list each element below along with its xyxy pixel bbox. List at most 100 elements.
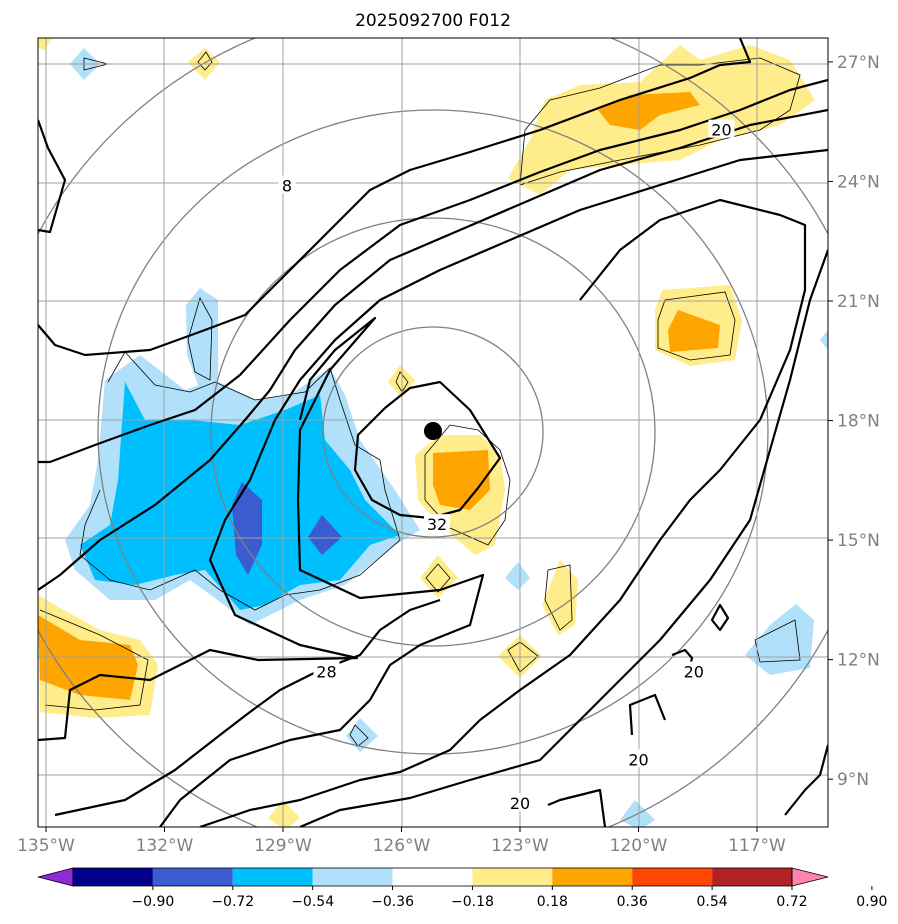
contour-label-bg bbox=[507, 793, 533, 812]
colorbar-tick-label: 0.36 bbox=[617, 894, 648, 910]
negative-anomaly-strong-2 bbox=[308, 515, 342, 555]
lat-tick-label: 24°N bbox=[837, 172, 880, 192]
contour-label-bg bbox=[625, 749, 652, 768]
lon-tick-label: 117°W bbox=[728, 836, 786, 856]
anomaly-outline-dot-5 bbox=[507, 641, 539, 673]
colorbar-bin bbox=[712, 868, 792, 886]
colorbar-bin bbox=[552, 868, 633, 886]
lat-tick-label: 27°N bbox=[837, 53, 880, 73]
lon-tick-label: 126°W bbox=[373, 836, 431, 856]
contour-east-arc bbox=[199, 198, 807, 827]
longitude-axis: 135°W 132°W 129°W 126°W 123°W 120°W 117°W bbox=[17, 827, 786, 856]
colorbar-frame bbox=[72, 867, 793, 887]
colorbar-bin bbox=[73, 868, 153, 886]
map-layers bbox=[38, 38, 828, 827]
anomaly-outline-west bbox=[79, 351, 401, 611]
colorbar-tick-label: −0.36 bbox=[371, 894, 414, 910]
contour-label-bg bbox=[680, 661, 707, 680]
wind-speed-contours bbox=[38, 38, 828, 827]
storm-center-marker bbox=[424, 422, 442, 440]
contour-label: 8 bbox=[282, 176, 292, 195]
gray-contour-3 bbox=[97, 109, 769, 755]
lon-tick-label: 132°W bbox=[136, 836, 194, 856]
colorbar-tick-label: −0.54 bbox=[291, 894, 334, 910]
colorbar-tick-label: 0.18 bbox=[537, 894, 568, 910]
contour-bottom-hook bbox=[547, 788, 607, 827]
contour-32-core bbox=[353, 380, 502, 520]
contour-southeast-outer bbox=[299, 249, 828, 827]
contour-label-bg bbox=[278, 175, 296, 194]
contour-label: 32 bbox=[427, 515, 447, 534]
colorbar-bin bbox=[632, 868, 713, 886]
contour-southwest-arc bbox=[54, 598, 441, 817]
anomaly-outline-dot-6 bbox=[754, 619, 801, 663]
gray-contour-1 bbox=[322, 326, 544, 538]
colorbar-extend-max bbox=[791, 867, 829, 887]
negative-anomaly-strong-1 bbox=[232, 482, 262, 575]
anomaly-outline-band bbox=[187, 296, 213, 381]
anomaly-outlines bbox=[39, 51, 801, 747]
lat-tick-label: 12°N bbox=[837, 651, 880, 671]
colorbar-tick-label: −0.90 bbox=[131, 894, 174, 910]
contour-northwest bbox=[38, 119, 67, 234]
contour-8-arc bbox=[38, 38, 752, 357]
lat-tick-label: 15°N bbox=[837, 531, 880, 551]
gray-circle-contours bbox=[38, 38, 828, 827]
positive-anomaly-east-orange bbox=[668, 310, 720, 352]
colorbar-bin bbox=[152, 868, 233, 886]
contour-28-ring bbox=[159, 316, 485, 827]
anomaly-outline-east bbox=[657, 291, 736, 361]
colorbar-tick-label: 0.72 bbox=[776, 894, 807, 910]
lat-tick-label: 18°N bbox=[837, 412, 880, 432]
colorbar-tick-label: 0.90 bbox=[856, 894, 887, 910]
negative-anomaly-edge bbox=[820, 330, 828, 350]
contour-label: 20 bbox=[628, 750, 648, 769]
gridlines bbox=[38, 38, 828, 827]
lat-tick-label: 21°N bbox=[837, 292, 880, 312]
anomaly-outline-southwest bbox=[39, 609, 149, 711]
contour-label-bg bbox=[708, 119, 735, 138]
contour-label: 20 bbox=[711, 121, 731, 140]
contour-band-3 bbox=[38, 148, 828, 742]
negative-anomaly-band bbox=[186, 288, 218, 390]
positive-anomaly-core-orange bbox=[433, 450, 490, 510]
positive-anomaly-corner bbox=[38, 38, 52, 50]
contour-label-bg bbox=[313, 661, 340, 680]
positive-anomaly-northeast-orange bbox=[598, 92, 700, 130]
map-title: 2025092700 F012 bbox=[355, 11, 511, 31]
lon-tick-label: 123°W bbox=[491, 836, 549, 856]
anomaly-outline-dot-4 bbox=[544, 564, 573, 631]
contour-label: 20 bbox=[684, 663, 704, 682]
contour-small-20 bbox=[628, 693, 667, 736]
contour-band-2 bbox=[38, 108, 828, 591]
colorbar-bin bbox=[312, 868, 393, 886]
lon-tick-label: 135°W bbox=[17, 836, 75, 856]
colorbar-bin bbox=[232, 868, 313, 886]
colorbar: −0.90 −0.72 −0.54 −0.36 −0.18 0.18 0.36 0.54 0.7… bbox=[37, 867, 887, 910]
colorbar-tick-label: −0.72 bbox=[211, 894, 254, 910]
anomaly-outline-northeast bbox=[519, 57, 801, 186]
positive-anomaly-northeast-light bbox=[508, 45, 815, 195]
colorbar-bin bbox=[392, 868, 473, 886]
contour-label: 20 bbox=[510, 794, 530, 813]
colorbar-tick-label: −0.18 bbox=[451, 894, 494, 910]
map-frame bbox=[37, 37, 829, 828]
gray-contour-2 bbox=[210, 217, 656, 647]
contour-label-bg bbox=[424, 514, 451, 533]
contour-label-layer: 8 20 32 28 20 20 20 bbox=[278, 119, 735, 813]
anomaly-outline-core bbox=[424, 424, 511, 546]
negative-anomaly-dot-3 bbox=[505, 562, 530, 590]
latitude-axis: 27°N 24°N 21°N 18°N 15°N 12°N 9°N bbox=[828, 53, 880, 790]
colorbar-bin bbox=[472, 868, 553, 886]
positive-anomaly-dot-6 bbox=[268, 800, 300, 827]
colorbar-tick-label: 0.54 bbox=[697, 894, 728, 910]
colorbar-extend-min bbox=[37, 867, 74, 887]
positive-anomaly-dot-3 bbox=[542, 560, 578, 635]
lat-tick-label: 9°N bbox=[837, 770, 869, 790]
lon-tick-label: 129°W bbox=[254, 836, 312, 856]
contour-southeast-corner bbox=[784, 744, 828, 816]
anomaly-outline-dot-1 bbox=[197, 51, 213, 71]
contour-small-loop bbox=[710, 603, 730, 632]
contour-label: 28 bbox=[316, 663, 336, 682]
